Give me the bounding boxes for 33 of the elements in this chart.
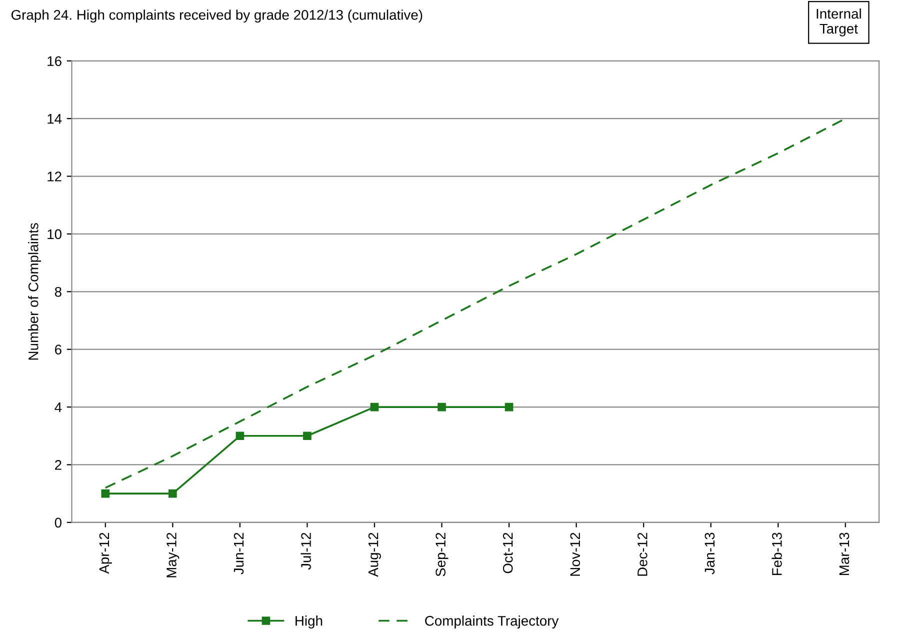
- y-tick-label: 14: [48, 114, 62, 124]
- y-tick-label: 4: [54, 402, 62, 412]
- text: Internal Target: [816, 8, 861, 36]
- y-tick-label: 12: [48, 172, 62, 182]
- y-tick-label: 2: [55, 460, 62, 470]
- y-tick-label: 0: [54, 518, 62, 528]
- x-tick-label: Aug-12: [368, 532, 381, 577]
- x-tick-label: Mar-13: [839, 532, 850, 575]
- chart-title: Graph 24. High complaints received by grade 2012/13 (cumulative): [11, 10, 422, 23]
- x-tick-label: Nov-12: [570, 532, 580, 576]
- point: [101, 489, 110, 498]
- point: [438, 402, 446, 412]
- x-tick-label: Jul-12: [300, 532, 311, 570]
- x-tick-label: May-12: [166, 532, 180, 578]
- y-tick-label: 16: [48, 56, 62, 66]
- point: [504, 402, 514, 412]
- x-tick-label: Dec-12: [637, 532, 648, 576]
- legend-label: Complaints Trajectory: [425, 616, 559, 628]
- x-tick-label: Apr-12: [99, 532, 112, 574]
- x-tick-label: Oct-12: [502, 532, 513, 574]
- y-axis-title: Number of Complaints: [28, 223, 42, 360]
- point: [370, 402, 379, 412]
- y-tick-label: 8: [54, 286, 62, 297]
- point: [303, 432, 312, 440]
- point: [168, 489, 177, 498]
- x-tick-label: Jan-13: [704, 532, 715, 574]
- y-tick-label: 10: [48, 229, 62, 240]
- x-tick-label: Sep-12: [436, 532, 448, 576]
- y-tick-label: 6: [55, 344, 62, 355]
- x-tick-label: Jun-12: [234, 532, 244, 574]
- point: [236, 432, 244, 440]
- x-tick-label: Feb-13: [772, 532, 782, 575]
- legend-label: High: [296, 616, 322, 628]
